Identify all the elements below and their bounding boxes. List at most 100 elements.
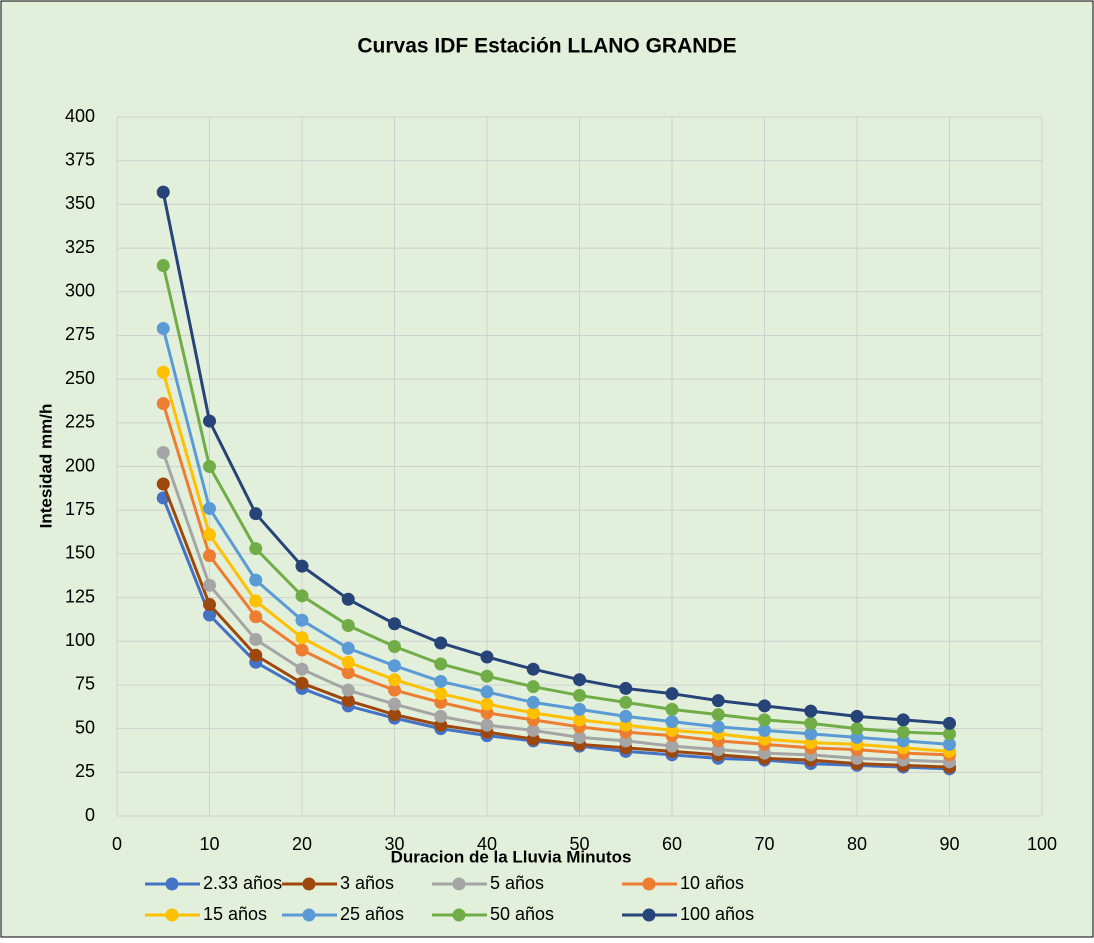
y-tick-label: 225 — [65, 412, 95, 432]
point — [573, 702, 586, 716]
chart-title: Curvas IDF Estación LLANO GRANDE — [357, 35, 736, 58]
point — [434, 709, 448, 723]
legend-marker — [302, 908, 316, 922]
y-tick-label: 275 — [65, 324, 95, 344]
point — [943, 737, 956, 751]
y-axis-label: Intesidad mm/h — [36, 404, 55, 529]
y-tick-label: 175 — [65, 499, 95, 519]
point — [573, 688, 586, 702]
y-tick-label: 350 — [65, 193, 95, 213]
point — [896, 713, 910, 727]
point — [156, 397, 170, 411]
point — [249, 594, 263, 608]
point — [758, 713, 771, 727]
point — [295, 631, 309, 645]
point — [341, 592, 355, 606]
x-tick-label: 90 — [939, 834, 959, 854]
y-tick-label: 325 — [65, 237, 95, 257]
x-tick-label: 50 — [569, 834, 589, 854]
point — [665, 702, 679, 716]
y-tick-label: 150 — [65, 543, 95, 563]
point — [711, 708, 725, 722]
point — [573, 713, 586, 727]
point — [295, 559, 309, 573]
series-line — [161, 483, 950, 769]
y-tick-label: 250 — [65, 368, 95, 388]
point — [388, 683, 401, 697]
point — [434, 674, 448, 688]
point — [434, 636, 448, 650]
point — [203, 501, 216, 515]
point — [156, 259, 170, 273]
x-axis-label: Duracion de la Lluvia Minutos — [391, 847, 632, 866]
point — [341, 666, 355, 680]
x-tick-label: 40 — [477, 834, 497, 854]
legend-label: 5 años — [490, 873, 544, 893]
point — [156, 477, 170, 491]
point — [203, 549, 216, 563]
point — [388, 659, 401, 673]
point — [295, 613, 309, 627]
point — [388, 639, 401, 653]
x-tick-label: 10 — [199, 834, 219, 854]
point — [896, 725, 910, 739]
point — [203, 528, 216, 542]
x-tick-label: 80 — [847, 834, 867, 854]
series-line — [161, 265, 950, 736]
point — [573, 673, 586, 687]
point — [804, 727, 818, 741]
point — [758, 723, 771, 737]
point — [388, 617, 401, 631]
point — [203, 578, 216, 592]
point — [295, 589, 309, 603]
x-tick-label: 30 — [384, 834, 404, 854]
point — [156, 446, 170, 460]
x-tick-label: 0 — [112, 834, 122, 854]
point — [804, 716, 818, 730]
point — [526, 695, 540, 709]
point — [203, 414, 216, 428]
point — [619, 709, 633, 723]
point — [295, 662, 309, 676]
point — [156, 185, 170, 199]
point — [665, 739, 679, 753]
legend-marker — [452, 877, 466, 891]
point — [249, 633, 263, 647]
series-line — [161, 452, 950, 764]
point — [573, 730, 586, 744]
point — [249, 507, 263, 521]
point — [249, 610, 263, 624]
point — [434, 657, 448, 671]
point — [434, 687, 448, 701]
point — [295, 676, 309, 690]
legend-label: 10 años — [680, 873, 744, 893]
point — [526, 723, 540, 737]
point — [619, 681, 633, 695]
point — [388, 708, 401, 722]
legend-label: 50 años — [490, 904, 554, 924]
legend-marker — [302, 877, 316, 891]
point — [203, 460, 216, 473]
series-line — [161, 328, 950, 746]
point — [758, 699, 771, 713]
legend-marker — [165, 877, 179, 891]
point — [295, 643, 309, 657]
series-line — [161, 191, 950, 725]
legend-label: 15 años — [203, 904, 267, 924]
point — [804, 704, 818, 718]
point — [341, 694, 355, 708]
point — [156, 365, 170, 379]
point — [341, 619, 355, 633]
point — [619, 695, 633, 709]
legend-marker — [165, 908, 179, 922]
point — [526, 662, 540, 676]
x-tick-label: 20 — [292, 834, 312, 854]
point — [480, 718, 494, 732]
legend-marker — [642, 908, 656, 922]
series-line — [161, 403, 950, 757]
point — [665, 715, 679, 729]
point — [665, 687, 679, 701]
point — [480, 669, 494, 683]
